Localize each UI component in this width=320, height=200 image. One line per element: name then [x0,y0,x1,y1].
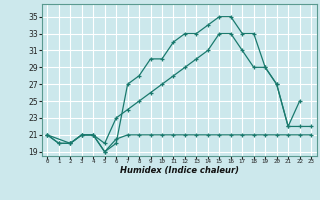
X-axis label: Humidex (Indice chaleur): Humidex (Indice chaleur) [120,166,239,175]
